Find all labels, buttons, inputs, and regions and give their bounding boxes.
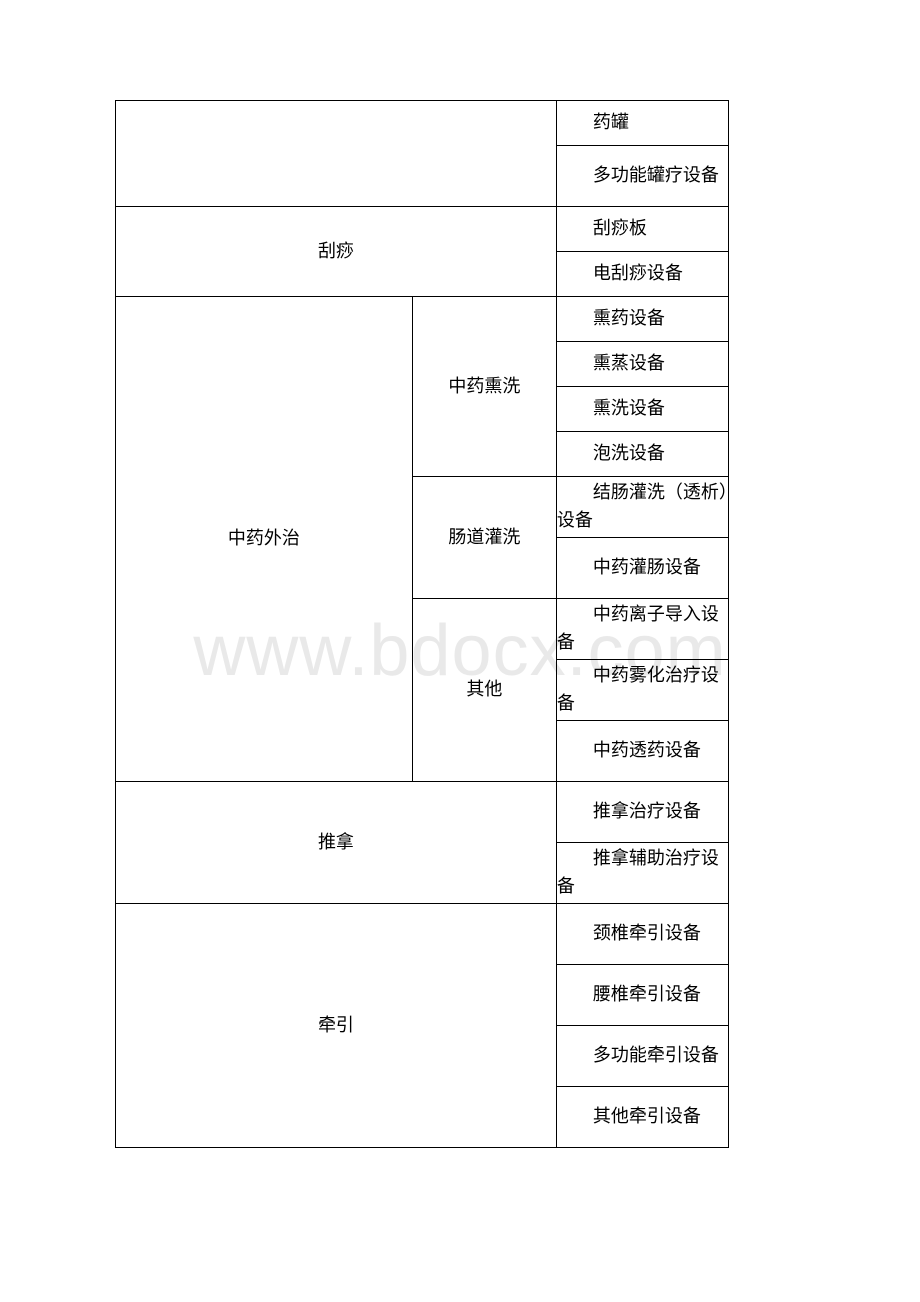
cell-category: 推拿	[116, 782, 557, 904]
cell-category-blank	[116, 101, 557, 207]
cell-item: 中药透药设备	[556, 721, 728, 782]
cell-subcategory: 肠道灌洗	[412, 477, 556, 599]
cell-item: 多功能牵引设备	[556, 1026, 728, 1087]
cell-item: 中药离子导入设备	[556, 599, 728, 660]
cell-item: 多功能罐疗设备	[556, 146, 728, 207]
cell-item: 熏药设备	[556, 297, 728, 342]
document-page: www.bdocx.com 药罐 多功能罐疗设备 刮痧 刮痧板 电刮痧设备 中药…	[0, 0, 920, 1302]
cell-item: 颈椎牵引设备	[556, 904, 728, 965]
table-row: 牵引 颈椎牵引设备	[116, 904, 729, 965]
table-row: 刮痧 刮痧板	[116, 207, 729, 252]
cell-item: 推拿辅助治疗设备	[556, 843, 728, 904]
table-row: 中药外治 中药熏洗 熏药设备	[116, 297, 729, 342]
cell-subcategory: 中药熏洗	[412, 297, 556, 477]
cell-category: 刮痧	[116, 207, 557, 297]
cell-item: 刮痧板	[556, 207, 728, 252]
equipment-table: 药罐 多功能罐疗设备 刮痧 刮痧板 电刮痧设备 中药外治 中药熏洗 熏药设备 熏…	[115, 100, 729, 1148]
cell-item: 熏洗设备	[556, 387, 728, 432]
cell-item: 电刮痧设备	[556, 252, 728, 297]
cell-item: 中药灌肠设备	[556, 538, 728, 599]
cell-item: 其他牵引设备	[556, 1087, 728, 1148]
cell-category: 中药外治	[116, 297, 413, 782]
cell-subcategory: 其他	[412, 599, 556, 782]
cell-item: 推拿治疗设备	[556, 782, 728, 843]
cell-item: 结肠灌洗（透析）设备	[556, 477, 728, 538]
cell-item: 熏蒸设备	[556, 342, 728, 387]
cell-category: 牵引	[116, 904, 557, 1148]
cell-item: 泡洗设备	[556, 432, 728, 477]
cell-item: 中药雾化治疗设备	[556, 660, 728, 721]
table-row: 推拿 推拿治疗设备	[116, 782, 729, 843]
cell-item: 药罐	[556, 101, 728, 146]
cell-item: 腰椎牵引设备	[556, 965, 728, 1026]
table-row: 药罐	[116, 101, 729, 146]
